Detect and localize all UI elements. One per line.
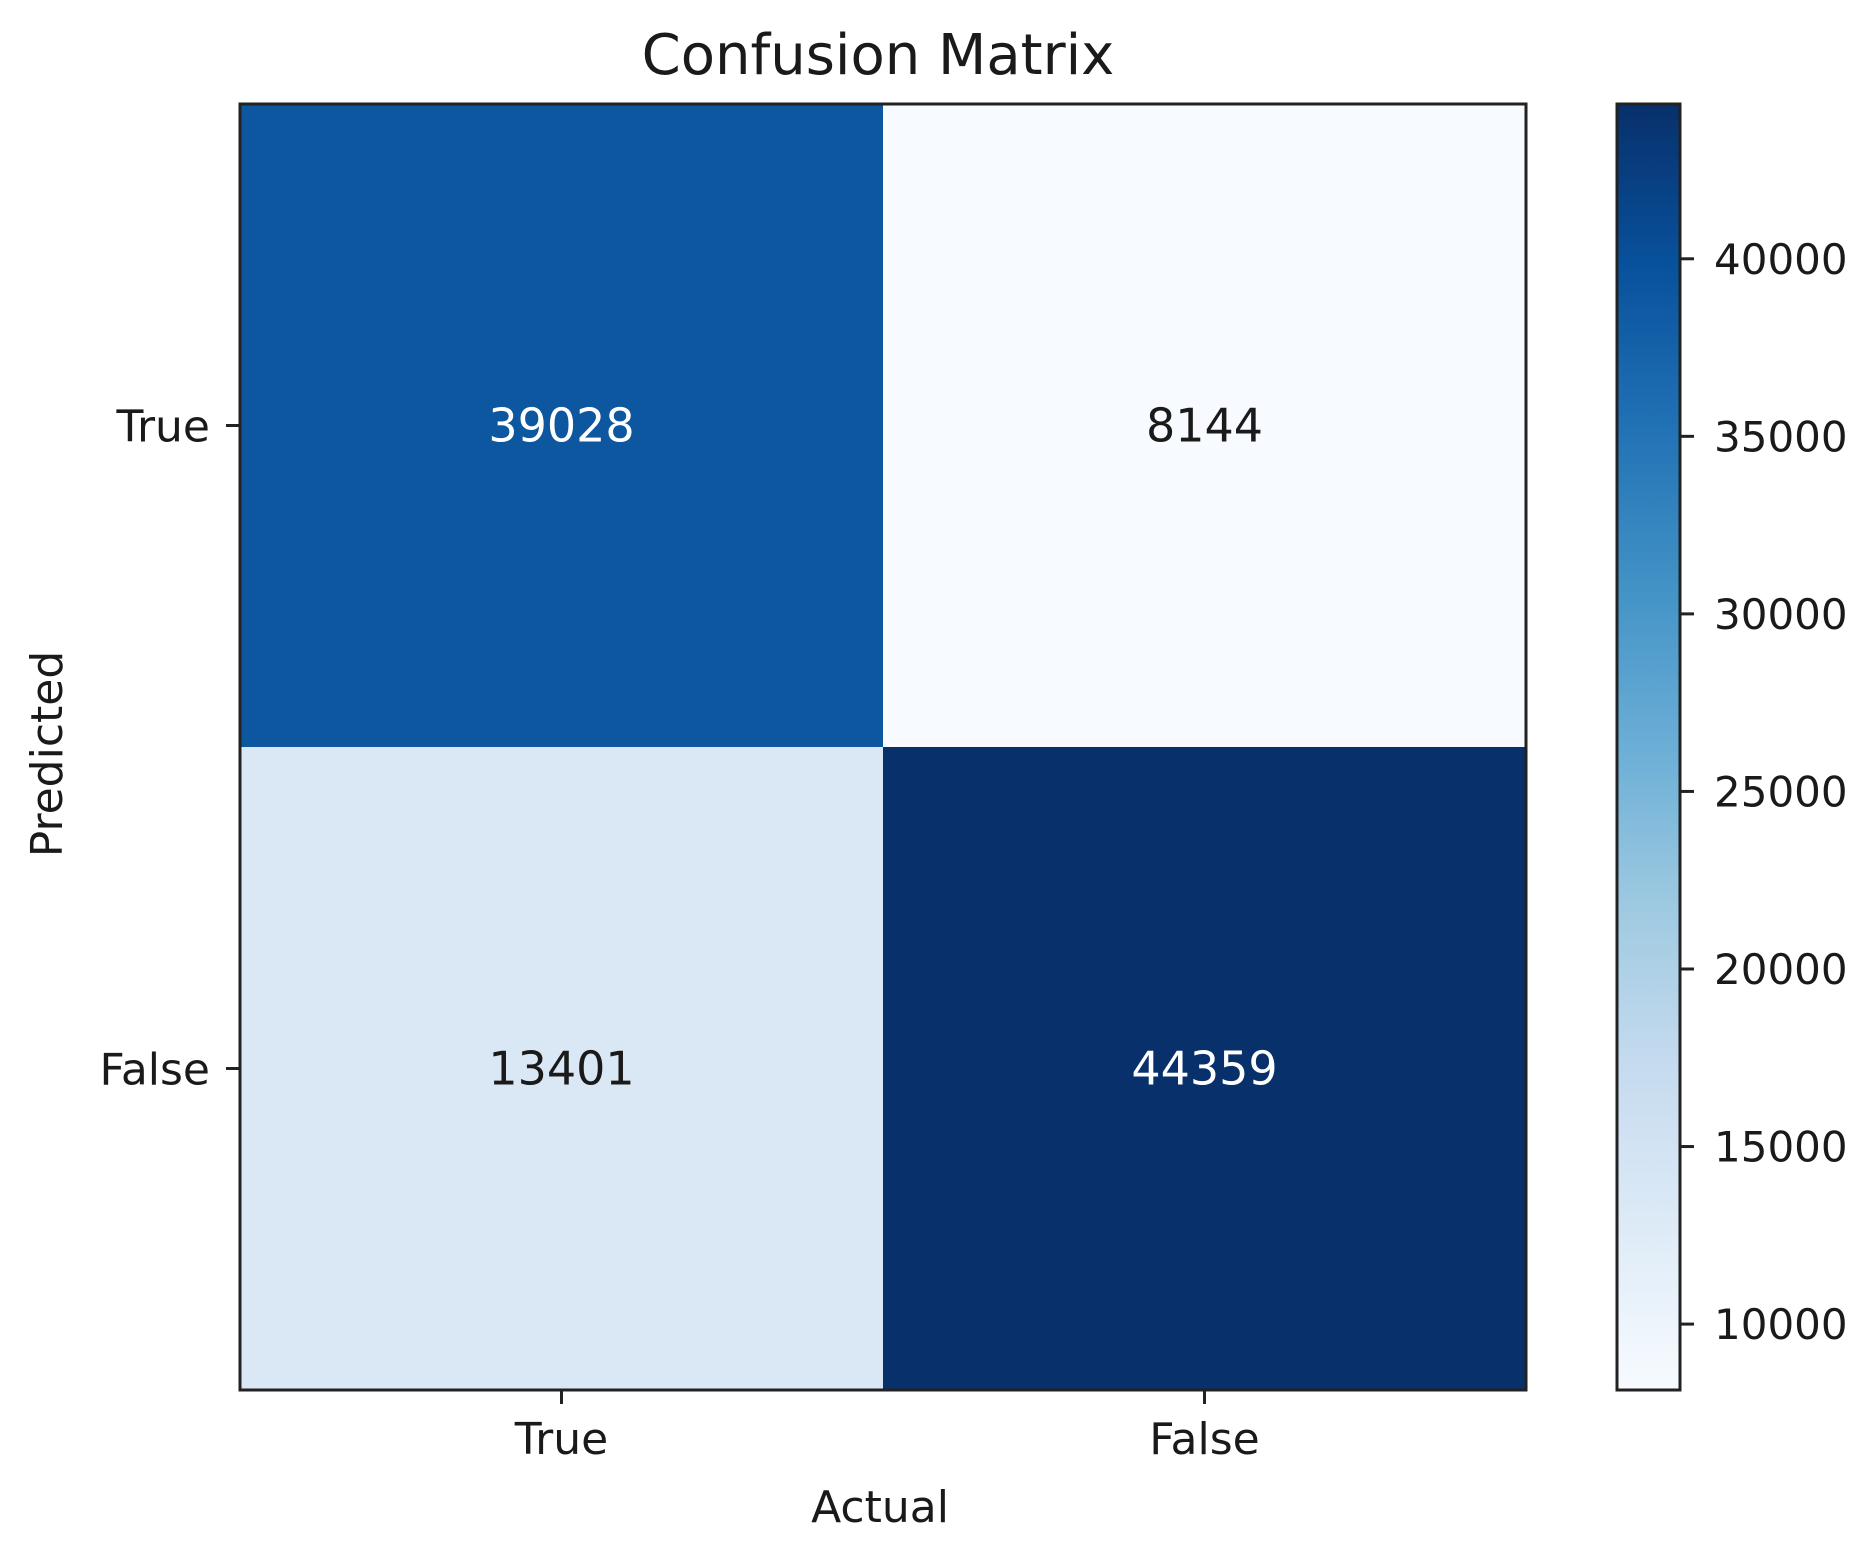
colorbar-tick-label: 20000: [1714, 945, 1848, 994]
colorbar-tick-label: 30000: [1714, 590, 1848, 639]
colorbar-tick-label: 15000: [1714, 1123, 1848, 1172]
x-axis-ticks: True False: [514, 1390, 1260, 1465]
y-tick-label: False: [100, 1045, 210, 1096]
heatmap-cell: [883, 747, 1526, 1390]
x-tick-label: True: [514, 1414, 608, 1465]
cell-value-label: 8144: [1146, 399, 1263, 453]
cell-value-label: 44359: [1131, 1042, 1277, 1096]
heatmap-cell: [240, 747, 883, 1390]
colorbar-tick-label: 40000: [1714, 235, 1848, 284]
chart-title: Confusion Matrix: [642, 23, 1115, 88]
y-axis-label: Predicted: [22, 651, 73, 858]
colorbar-tick-label: 25000: [1714, 767, 1848, 816]
x-tick-label: False: [1149, 1414, 1259, 1465]
heatmap-cell: [883, 104, 1526, 747]
colorbar: [1615, 102, 1682, 1392]
x-axis-label: Actual: [811, 1482, 949, 1533]
colorbar-tick-label: 35000: [1714, 412, 1848, 461]
colorbar-tick-label: 10000: [1714, 1300, 1848, 1349]
heatmap-cell: [240, 104, 883, 747]
cell-value-label: 13401: [488, 1042, 634, 1096]
colorbar-ticks: 10000 15000 20000 25000 30000 35000 40000: [1680, 235, 1848, 1349]
y-tick-label: True: [116, 402, 210, 453]
heatmap-cells: 39028 8144 13401 44359: [240, 104, 1526, 1390]
y-axis-ticks: True False: [100, 402, 240, 1096]
cell-value-label: 39028: [488, 399, 634, 453]
plot-frame: [238, 102, 1528, 1392]
